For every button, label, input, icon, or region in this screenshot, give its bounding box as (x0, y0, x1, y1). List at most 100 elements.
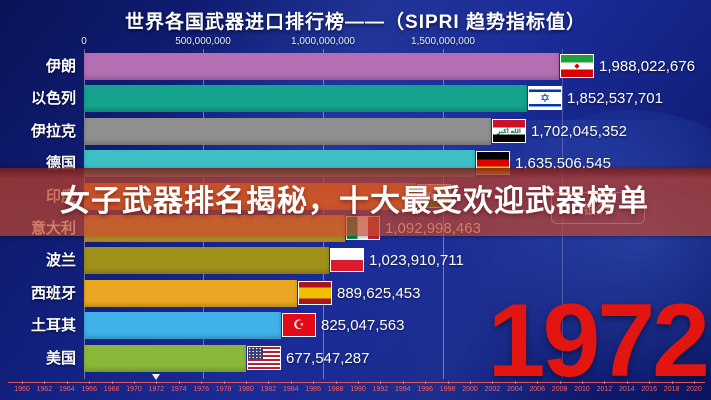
overlay-banner: 女子武器排名揭秘，十大最受欢迎武器榜单 银行 (0, 168, 711, 236)
timeline-year-label: 1966 (81, 386, 97, 393)
timeline-tick (604, 381, 606, 384)
x-axis: 0 500,000,000 1,000,000,000 1,500,000,000 (0, 36, 711, 48)
timeline-year-label: 2018 (663, 386, 680, 393)
timeline-tick (178, 381, 180, 384)
timeline-tick (447, 381, 449, 384)
timeline-tick (559, 381, 561, 384)
value-bar (84, 345, 246, 372)
timeline-tick (268, 381, 270, 384)
timeline-year-label: 2014 (619, 386, 635, 393)
timeline-tick (111, 381, 113, 384)
timeline-year-label: 2012 (596, 386, 613, 393)
timeline-year-label: 2000 (462, 386, 478, 393)
country-label: 西班牙 (30, 285, 76, 302)
flag-iraq-icon: الله أكبر (492, 119, 526, 143)
bar-value: 825,047,563 (321, 317, 405, 334)
flag-iran-icon: ◆ (560, 54, 594, 78)
timeline-year-label: 1980 (238, 386, 254, 393)
timeline-tick (223, 381, 225, 384)
timeline-year-label: 2008 (551, 386, 568, 393)
timeline-year-label: 2004 (507, 386, 523, 393)
country-label: 以色列 (30, 90, 76, 107)
country-label: 波兰 (45, 252, 76, 269)
bar-value: 1,852,537,701 (567, 90, 663, 107)
timeline-year-label: 2020 (686, 386, 702, 393)
timeline-tick (22, 381, 23, 384)
flag-poland-icon (330, 248, 364, 272)
bar-value: 1,635,506,545 (515, 155, 611, 172)
timeline-year-label: 1976 (193, 386, 209, 393)
value-bar (84, 85, 527, 112)
timeline-year-label: 1996 (417, 386, 433, 393)
timeline-tick (402, 381, 404, 384)
timeline-year-label: 1960 (14, 386, 30, 393)
timeline-year-label: 1978 (215, 386, 232, 393)
timeline-year-label: 1990 (350, 386, 366, 393)
flag-spain-icon (298, 281, 332, 305)
timeline-tick (671, 381, 673, 384)
timeline-year-label: 1986 (305, 386, 321, 393)
country-label: 美国 (45, 350, 76, 367)
timeline-tick (380, 381, 382, 384)
year-display: 1972 (487, 282, 710, 399)
axis-tick-label: 1,000,000,000 (291, 36, 355, 47)
flag-israel-icon: ✡ (528, 86, 562, 110)
axis-tick-label: 0 (81, 36, 87, 47)
timeline-year-label: 2016 (641, 386, 657, 393)
timeline-year-label: 1988 (327, 386, 344, 393)
bar-value: 677,547,287 (286, 350, 370, 367)
timeline-year-label: 1968 (103, 386, 120, 393)
timeline-year-label: 1994 (395, 386, 411, 393)
flag-turkey-icon: ☪ (282, 313, 316, 337)
timeline-tick (66, 381, 68, 384)
bar-row: 伊拉克 الله أكبر 1,702,045,352 (0, 118, 711, 145)
timeline-year-label: 2002 (484, 386, 501, 393)
timeline-tick (582, 381, 583, 384)
timeline-year-label: 1974 (171, 386, 187, 393)
timeline-year-label: 1998 (439, 386, 456, 393)
bar-value: 1,702,045,352 (531, 123, 627, 140)
timeline-tick (470, 381, 471, 384)
banner-watermark: 银行 (551, 192, 645, 224)
value-bar (84, 53, 559, 80)
flag-usa-icon (247, 346, 281, 370)
chart-title: 世界各国武器进口排行榜——（SIPRI 趋势指标值） (125, 12, 586, 33)
timeline-tick (514, 381, 516, 384)
timeline-year-label: 2010 (574, 386, 590, 393)
bar-value: 1,023,910,711 (369, 252, 464, 269)
timeline-tick (335, 381, 337, 384)
timeline-tick (358, 381, 359, 384)
country-label: 伊拉克 (30, 123, 76, 140)
axis-tick-label: 500,000,000 (175, 36, 231, 47)
value-bar (84, 312, 281, 339)
axis-tick-label: 1,500,000,000 (411, 36, 475, 47)
bar-value: 1,988,022,676 (599, 58, 695, 75)
bar-row: 波兰 1,023,910,711 (0, 247, 711, 274)
timeline-current-marker (152, 374, 161, 380)
timeline-tick (492, 381, 494, 384)
timeline-tick (89, 381, 91, 384)
timeline-year-label: 1972 (148, 386, 165, 393)
background-bokeh-glow (470, 110, 711, 390)
timeline-tick (425, 381, 427, 384)
timeline-year-label: 1984 (283, 386, 299, 393)
timeline-tick (694, 381, 695, 384)
country-label: 伊朗 (45, 58, 76, 75)
value-bar (84, 280, 297, 307)
timeline-year-label: 2006 (529, 386, 545, 393)
timeline-tick (134, 381, 135, 384)
value-bar (84, 118, 491, 145)
bar-row: 伊朗 ◆ 1,988,022,676 (0, 53, 711, 80)
timeline-track (8, 382, 705, 383)
timeline-year-label: 1962 (36, 386, 53, 393)
timeline-year-label: 1964 (59, 386, 75, 393)
bar-row: 美国 677,547,287 (0, 345, 711, 372)
timeline-tick (44, 381, 46, 384)
timeline-tick (313, 381, 315, 384)
timeline-tick (649, 381, 651, 384)
timeline-tick (246, 381, 247, 384)
timeline-year-label: 1982 (260, 386, 277, 393)
timeline-tick (290, 381, 292, 384)
timeline-year-label: 1970 (126, 386, 142, 393)
